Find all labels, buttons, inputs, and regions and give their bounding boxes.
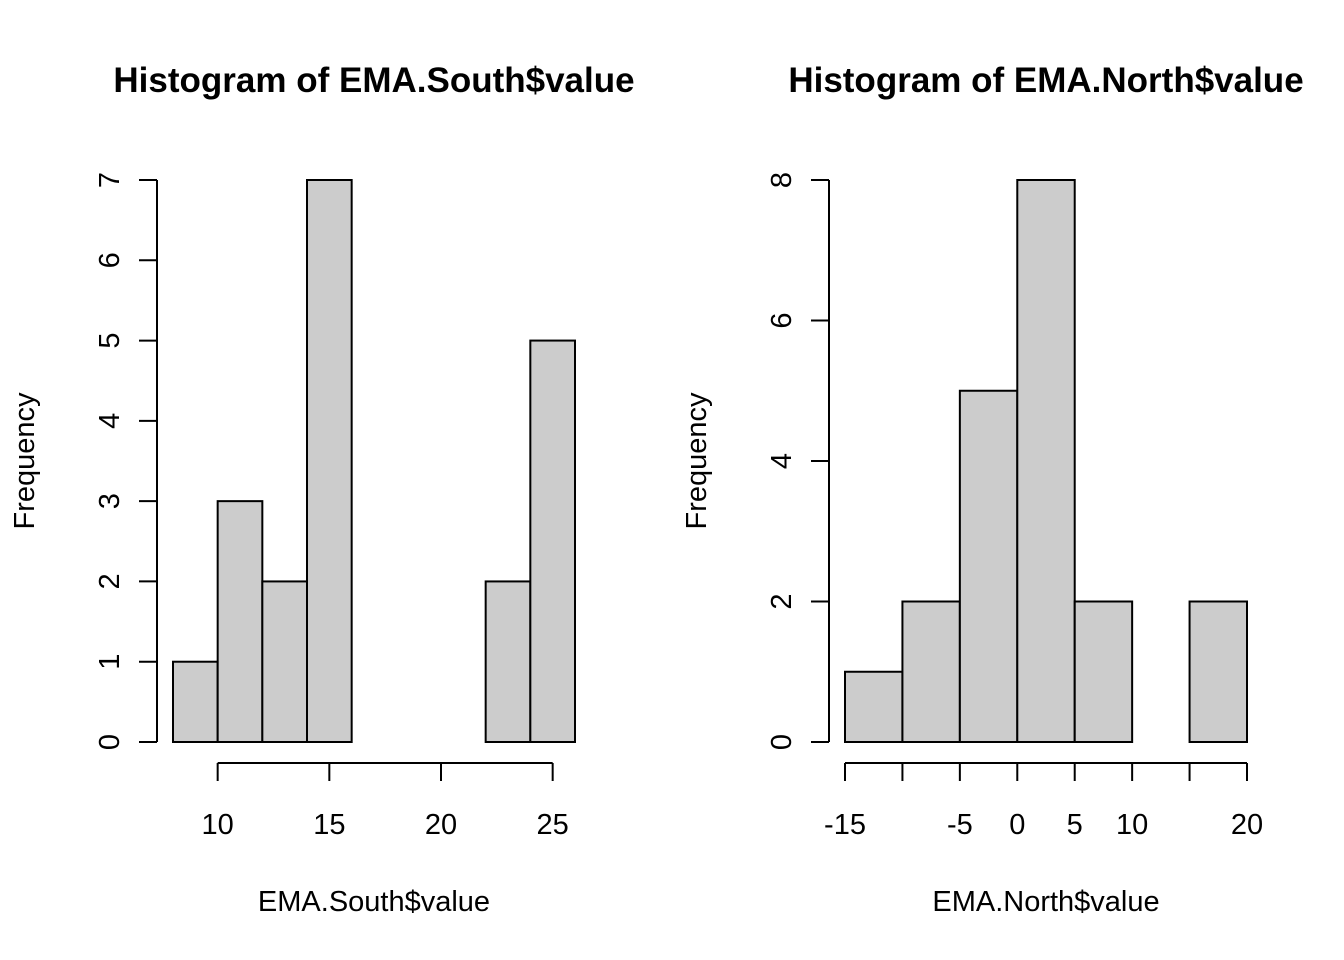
y-axis-label: Frequency: [681, 392, 713, 530]
y-axis: 0 1 2 3 4 5 6 7: [94, 172, 158, 750]
histogram-bar: [1016, 179, 1076, 743]
histogram-bar: [1073, 600, 1134, 743]
x-axis-label: EMA.North$value: [932, 886, 1159, 918]
histogram-bar: [958, 389, 1019, 743]
y-tick-label: 4: [766, 453, 798, 469]
x-axis: 10 15 20 25: [202, 762, 569, 841]
x-tick-label: 10: [1116, 809, 1148, 841]
x-tick-label: 15: [313, 809, 345, 841]
y-tick-label: 3: [94, 493, 126, 509]
bars: [844, 179, 1248, 743]
x-axis: -15 -5 0 5 10 20: [824, 762, 1263, 841]
x-tick-label: 25: [537, 809, 569, 841]
y-tick-label: 5: [94, 333, 126, 349]
x-tick-label: 10: [202, 809, 234, 841]
y-tick-label: 0: [94, 734, 126, 750]
y-tick-label: 6: [766, 312, 798, 328]
south-histogram-panel: Histogram of EMA.South$value EMA.South$v…: [9, 61, 635, 918]
y-tick-label: 2: [766, 593, 798, 609]
histogram-bar: [172, 660, 219, 744]
histogram-bar: [484, 580, 532, 744]
y-axis: 0 2 4 6 8: [766, 172, 830, 750]
x-tick-label: 5: [1067, 809, 1083, 841]
histogram-bar: [1188, 600, 1248, 743]
chart-title: Histogram of EMA.South$value: [113, 61, 634, 100]
histogram-bar: [306, 179, 353, 743]
y-tick-label: 1: [94, 654, 126, 670]
histogram-bar: [901, 600, 961, 743]
chart-title: Histogram of EMA.North$value: [788, 61, 1303, 100]
y-tick-label: 0: [766, 734, 798, 750]
y-tick-label: 6: [94, 252, 126, 268]
histogram-bar: [844, 670, 904, 743]
x-tick-label: 20: [1231, 809, 1263, 841]
y-tick-label: 2: [94, 573, 126, 589]
y-tick-label: 7: [94, 172, 126, 188]
histogram-bar: [216, 500, 264, 743]
x-tick-label: 20: [425, 809, 457, 841]
x-tick-label: 0: [1009, 809, 1025, 841]
x-axis-label: EMA.South$value: [258, 886, 490, 918]
histogram-bar: [261, 580, 309, 744]
y-tick-label: 8: [766, 172, 798, 188]
histogram-bar: [529, 339, 576, 743]
x-tick-label: -5: [947, 809, 973, 841]
north-histogram-panel: Histogram of EMA.North$value EMA.North$v…: [681, 61, 1304, 918]
bars: [172, 179, 576, 744]
y-axis-label: Frequency: [9, 392, 41, 530]
y-tick-label: 4: [94, 413, 126, 429]
x-tick-label: -15: [824, 809, 866, 841]
